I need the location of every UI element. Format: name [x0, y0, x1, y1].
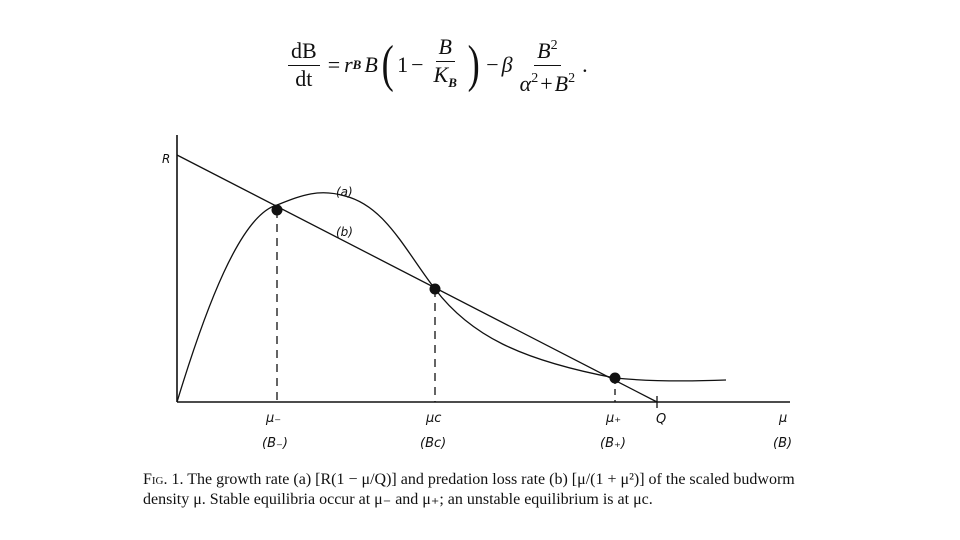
predation-denominator-exp: 2: [568, 71, 576, 86]
figure-caption-label: Fig. 1.: [143, 471, 184, 488]
beta-symbol: β: [501, 52, 513, 77]
curve-b-label: (b): [336, 225, 353, 239]
capacity-subscript: B: [448, 75, 457, 90]
minus-sign-2: −: [486, 52, 499, 77]
capacity-numerator: B: [435, 35, 455, 62]
unstable-equilibrium: [429, 283, 441, 295]
capacity-fraction: B KB: [431, 35, 460, 95]
one-term: 1: [397, 52, 409, 77]
b-variable: B: [364, 52, 378, 77]
equation-end-dot: .: [582, 52, 588, 77]
predation-fraction: B2 α2+B2: [517, 34, 578, 96]
predation-denominator-b: B: [554, 71, 569, 96]
figure-caption: Fig. 1. The growth rate (a) [R(1 − μ/Q)]…: [143, 470, 843, 510]
left-paren: (: [381, 36, 394, 93]
x-axis-mu-label: μ: [778, 411, 787, 426]
growth-rate-line: [176, 154, 658, 403]
equals-sign: =: [327, 52, 341, 77]
lhs-denominator: dt: [295, 66, 313, 91]
plus-sign: +: [540, 71, 553, 96]
alpha-exp: 2: [531, 71, 539, 86]
predation-loss-curve: [176, 192, 727, 403]
tick-b-minus: (B₋): [262, 436, 288, 451]
alpha-symbol: α: [519, 71, 532, 96]
lhs-numerator: dB: [288, 39, 320, 66]
predation-numerator-exp: 2: [550, 38, 558, 53]
predation-numerator: B: [537, 38, 551, 63]
tick-mu-c: μc: [425, 411, 441, 426]
lhs-fraction: dB dt: [288, 39, 320, 91]
curve-a-label: (a): [336, 185, 353, 199]
capacity-symbol: K: [433, 62, 449, 87]
stable-equilibrium-high: [609, 372, 621, 384]
y-axis-label: R: [162, 152, 170, 166]
tick-mu-minus: μ₋: [265, 411, 281, 426]
right-paren: ): [467, 36, 480, 93]
figure-caption-text: The growth rate (a) [R(1 − μ/Q)] and pre…: [143, 471, 795, 508]
growth-rate-symbol: r: [344, 52, 353, 77]
x-axis-b-label: (B): [773, 436, 792, 451]
q-label: Q: [656, 412, 666, 427]
tick-b-plus: (B₊): [600, 436, 626, 451]
tick-mu-plus: μ₊: [605, 411, 621, 426]
growth-rate-subscript: B: [352, 57, 362, 72]
minus-sign-1: −: [411, 52, 424, 77]
tick-b-c: (Bc): [420, 436, 446, 451]
stable-equilibrium-low: [271, 204, 283, 216]
